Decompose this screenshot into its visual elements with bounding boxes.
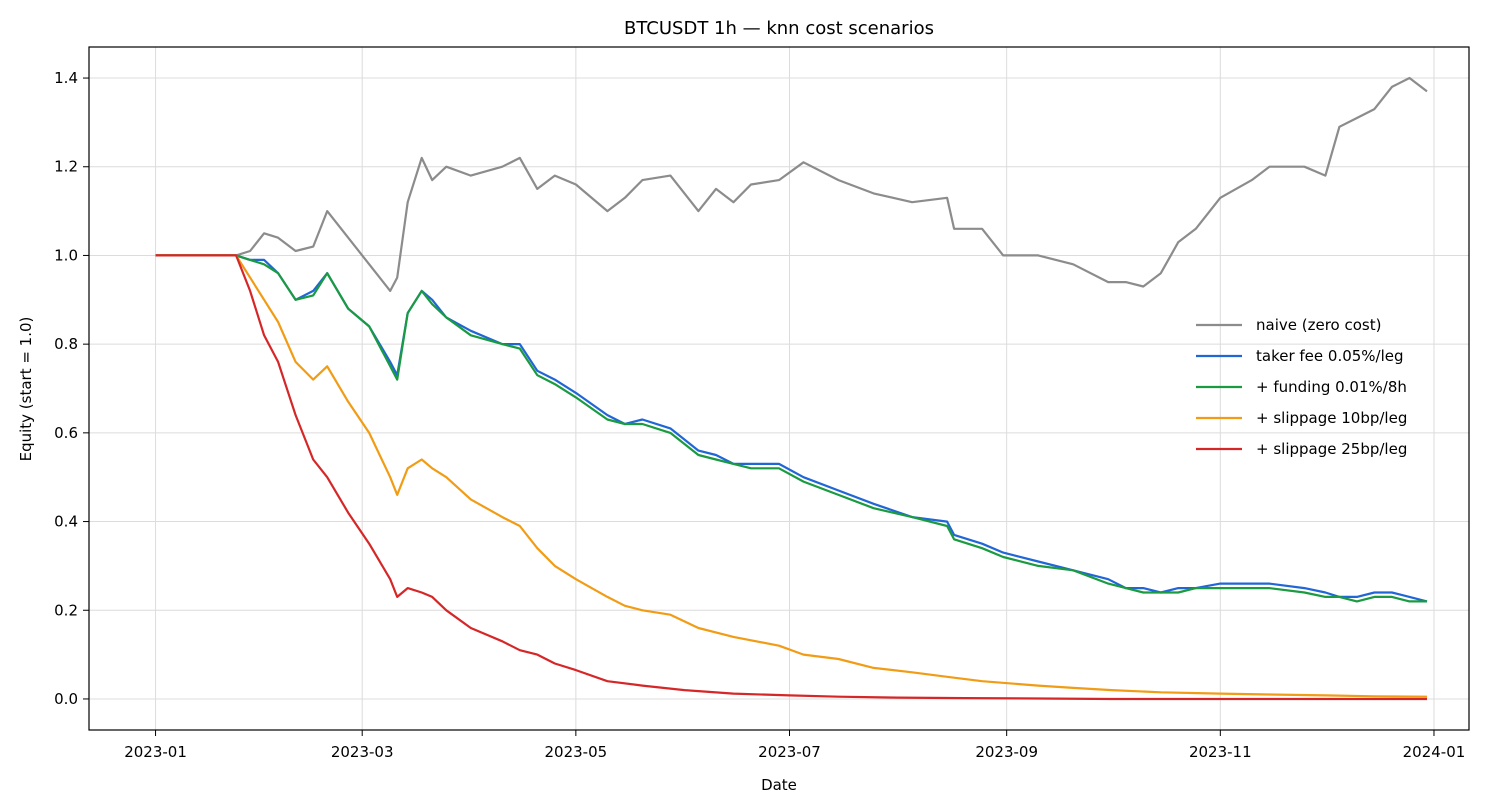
y-tick-label: 0.6 — [54, 424, 78, 442]
legend-label: + slippage 25bp/leg — [1256, 440, 1407, 458]
x-axis-ticks: 2023-01 2023-03 2023-05 2023-07 2023-09 2023-… — [124, 730, 1465, 761]
series-line-4 — [155, 254, 1427, 701]
y-axis-ticks: 0.0 0.2 0.4 0.6 0.8 1.0 1.2 1.4 — [54, 69, 89, 708]
series-line-0 — [155, 76, 1428, 292]
x-tick-label: 2023-03 — [331, 743, 394, 761]
y-tick-label: 0.4 — [54, 513, 78, 531]
chart-title: BTCUSDT 1h — knn cost scenarios — [624, 18, 934, 39]
series-line-2 — [155, 254, 1427, 603]
legend: naive (zero cost) taker fee 0.05%/leg + fu… — [1196, 316, 1407, 458]
x-tick-label: 2023-11 — [1189, 743, 1252, 761]
y-axis-label: Equity (start = 1.0) — [17, 317, 35, 462]
y-tick-label: 0.2 — [54, 601, 78, 619]
series-line-3 — [155, 254, 1428, 698]
x-tick-label: 2024-01 — [1403, 743, 1466, 761]
x-tick-label: 2023-07 — [758, 743, 821, 761]
y-tick-label: 0.0 — [54, 690, 78, 708]
x-tick-label: 2023-01 — [124, 743, 187, 761]
legend-label: + funding 0.01%/8h — [1256, 378, 1407, 396]
legend-label: taker fee 0.05%/leg — [1256, 347, 1404, 365]
plot-frame — [88, 46, 1470, 731]
y-tick-label: 0.8 — [54, 335, 78, 353]
grid — [89, 47, 1469, 730]
y-tick-label: 1.2 — [54, 158, 78, 176]
legend-label: naive (zero cost) — [1256, 316, 1381, 334]
x-axis-label: Date — [761, 776, 797, 794]
x-tick-label: 2023-09 — [975, 743, 1038, 761]
series-lines — [155, 76, 1428, 701]
y-tick-label: 1.4 — [54, 69, 78, 87]
y-tick-label: 1.0 — [54, 246, 78, 264]
legend-label: + slippage 10bp/leg — [1256, 409, 1407, 427]
x-tick-label: 2023-05 — [545, 743, 608, 761]
